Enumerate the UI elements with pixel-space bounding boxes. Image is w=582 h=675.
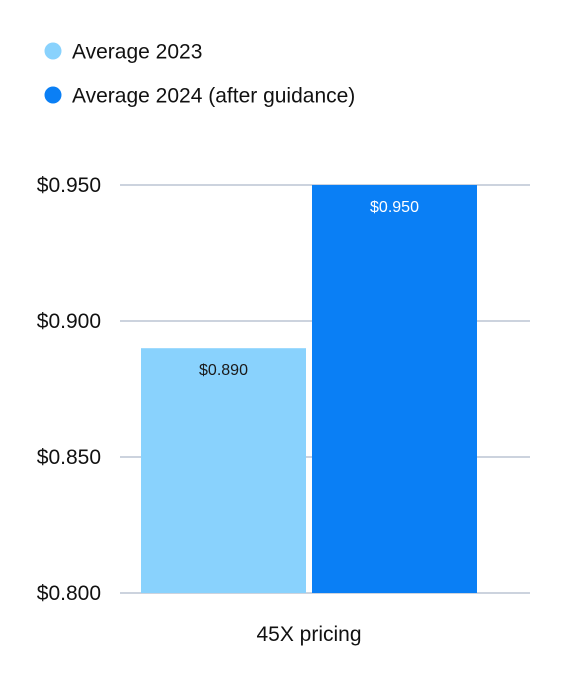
y-tick-label: $0.800 [37,582,101,605]
x-category-label: 45X pricing [256,623,361,646]
x-axis: 45X pricing [256,623,361,646]
bar-data-label: $0.890 [199,362,248,379]
y-axis: $0.950 $0.900 $0.850 $0.800 [37,174,101,605]
bars: $0.890 $0.950 [141,185,477,593]
bar [141,348,306,593]
legend: Average 2023 Average 2024 (after guidance… [44,41,355,108]
legend-label: Average 2023 [72,41,202,64]
legend-swatch [44,86,62,104]
legend-item: Average 2023 [44,41,202,64]
bar-data-label: $0.950 [370,199,419,216]
legend-item: Average 2024 (after guidance) [44,85,355,108]
y-tick-label: $0.850 [37,446,101,469]
y-tick-label: $0.950 [37,174,101,197]
legend-swatch [44,42,62,60]
y-tick-label: $0.900 [37,310,101,333]
legend-label: Average 2024 (after guidance) [72,85,355,108]
bar [312,185,477,593]
